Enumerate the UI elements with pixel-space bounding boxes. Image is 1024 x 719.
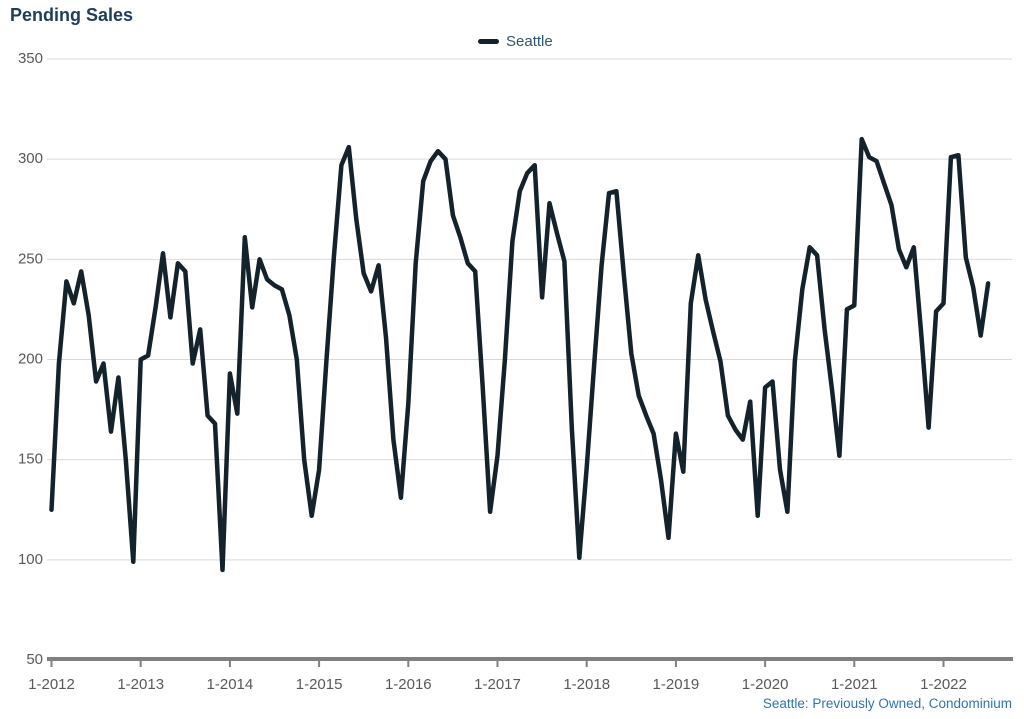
x-axis-label-1-2013: 1-2013 <box>117 676 164 693</box>
x-axis-label-1-2022: 1-2022 <box>920 676 967 693</box>
x-axis-label-1-2016: 1-2016 <box>385 676 432 693</box>
x-axis-label-1-2021: 1-2021 <box>831 676 878 693</box>
x-axis-label-1-2012: 1-2012 <box>28 676 75 693</box>
y-axis-label-100: 100 <box>18 551 43 568</box>
y-axis-label-50: 50 <box>26 651 43 668</box>
legend-item-seattle[interactable]: Seattle <box>506 33 553 50</box>
x-axis-label-1-2018: 1-2018 <box>563 676 610 693</box>
series-line-seattle <box>49 136 991 573</box>
x-axis-label-1-2015: 1-2015 <box>296 676 343 693</box>
chart-footnote: Seattle: Previously Owned, Condominium <box>762 696 1012 711</box>
legend-line-swatch <box>478 39 499 44</box>
x-axis-label-1-2017: 1-2017 <box>474 676 521 693</box>
y-axis-label-300: 300 <box>18 150 43 167</box>
legend: Seattle <box>478 33 553 50</box>
y-axis-label-250: 250 <box>18 250 43 267</box>
x-axis-label-1-2020: 1-2020 <box>742 676 789 693</box>
y-axis-label-350: 350 <box>18 50 43 67</box>
y-axis-label-150: 150 <box>18 451 43 468</box>
y-axis-label-200: 200 <box>18 350 43 367</box>
x-axis-label-1-2019: 1-2019 <box>653 676 700 693</box>
chart-title: Pending Sales <box>10 5 134 25</box>
x-axis-label-1-2014: 1-2014 <box>207 676 254 693</box>
